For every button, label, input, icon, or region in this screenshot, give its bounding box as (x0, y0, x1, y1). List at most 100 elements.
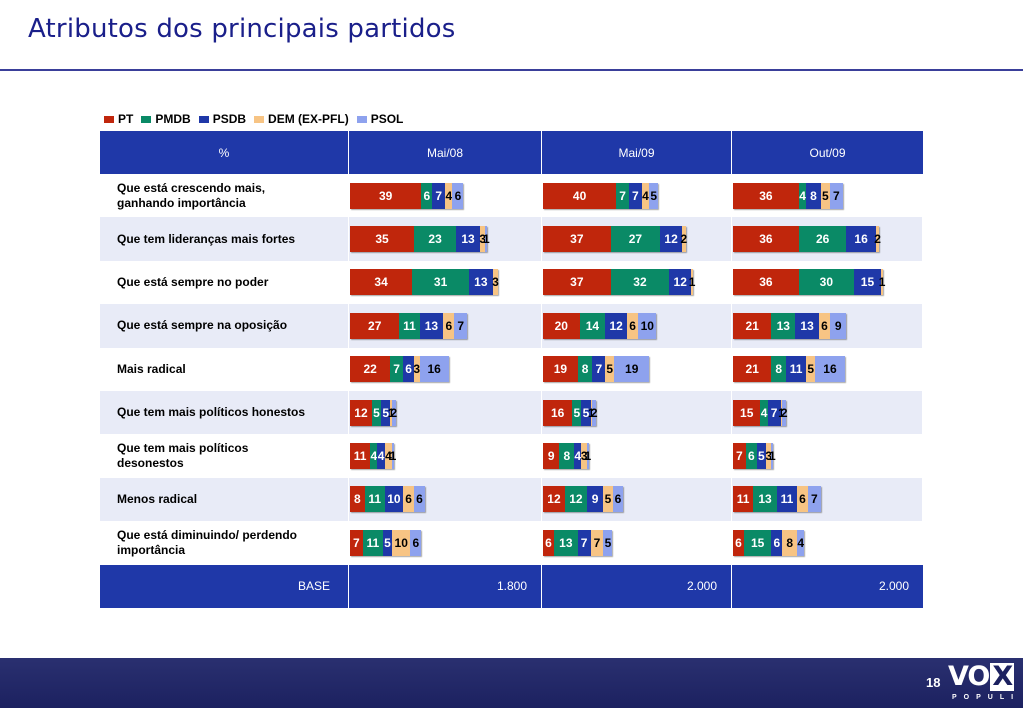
bar-segment-pt: 40 (543, 182, 617, 209)
bar-segment-pt: 35 (350, 226, 415, 253)
bar-segment-psdb: 13 (468, 269, 493, 296)
row-label: Que tem mais políticos desonestos (100, 434, 349, 478)
bar-segment-pt: 9 (543, 443, 560, 470)
period-cell: 34 31 13 3 (349, 260, 542, 305)
bar-segment-pmdb: 12 (564, 486, 587, 513)
period-cell: 35 23 13 3 1 (349, 217, 542, 261)
legend-swatch (356, 115, 367, 123)
bar-segment-psol: 10 (638, 312, 657, 339)
title-divider (0, 69, 1023, 71)
bar-segment-dem: 6 (443, 312, 455, 339)
period-cell: 22 7 6 3 16 (349, 347, 542, 391)
row-label: Que está sempre na oposição (100, 304, 349, 348)
bar-segment-pt: 22 (350, 356, 391, 383)
bar-segment-psdb: 15 (853, 269, 882, 296)
legend-label: DEM (EX-PFL) (268, 112, 349, 126)
bar-segment-dem: 5 (820, 182, 830, 209)
stacked-bar: 7 11 5 10 6 (350, 529, 422, 556)
bar-segment-psdb: 5 (381, 399, 391, 426)
bar-segment-psol: 6 (452, 182, 464, 209)
period-cell: 7 11 5 10 6 (349, 521, 542, 565)
bar-segment-pmdb: 5 (572, 399, 582, 426)
bar-segment-dem: 10 (392, 529, 411, 556)
stacked-bar: 21 8 11 5 16 (733, 356, 845, 383)
bar-segment-psol: 16 (815, 356, 845, 383)
bar-segment-dem: 6 (627, 312, 639, 339)
bar-segment-psol: 2 (391, 399, 397, 426)
bar-segment-dem: 1 (388, 399, 395, 426)
period-cell: 19 8 7 5 19 (542, 347, 732, 391)
bar-segment-psol: 9 (829, 312, 847, 339)
stacked-bar: 40 7 7 4 5 (543, 182, 659, 209)
period-header: Mai/09 (542, 131, 732, 174)
bar-segment-dem: 6 (403, 486, 415, 513)
bar-segment-pmdb: 4 (370, 443, 378, 470)
bar-segment-pmdb: 8 (559, 443, 575, 470)
period-cell: 36 26 16 2 (732, 217, 923, 261)
stacked-bar: 20 14 12 6 10 (543, 312, 657, 339)
bar-segment-dem: 3 (479, 226, 486, 253)
bar-segment-psdb: 7 (592, 356, 606, 383)
header-label: % (100, 131, 349, 174)
bar-segment-pt: 36 (733, 182, 799, 209)
bar-segment-dem: 3 (581, 443, 588, 470)
bar-segment-dem: 2 (681, 226, 687, 253)
period-cell: 11 13 11 6 7 (732, 477, 923, 522)
period-cell: 39 6 7 4 6 (349, 174, 542, 218)
stacked-bar: 125512 (350, 399, 397, 426)
bar-segment-psdb: 10 (384, 486, 404, 513)
row-label: Que tem mais políticos honestos (100, 390, 349, 435)
bar-segment-pmdb: 15 (743, 529, 772, 556)
bar-segment-dem: 4 (445, 182, 453, 209)
header-row: % Mai/08 Mai/09 Out/09 (100, 131, 923, 174)
legend-item: PSOL (356, 112, 404, 126)
bar-segment-pt: 16 (543, 399, 573, 426)
bar-segment-psdb: 8 (806, 182, 821, 209)
stacked-bar: 8 11 10 6 6 (350, 486, 425, 513)
stacked-bar: 36 30 15 1 (733, 269, 885, 296)
bar-segment-pmdb: 31 (412, 269, 469, 296)
bar-segment-pmdb: 30 (798, 269, 854, 296)
period-cell: 36 30 15 1 (732, 260, 923, 305)
bar-segment-pt: 37 (543, 226, 611, 253)
period-cell: 11 4 4 4 1 (349, 434, 542, 478)
period-cell: 21 13 13 6 9 (732, 304, 923, 348)
bar-segment-psdb: 5 (581, 399, 591, 426)
legend-item: DEM (EX-PFL) (254, 112, 349, 126)
page-number: 18 (926, 675, 941, 690)
bar-segment-psdb: 7 (577, 529, 591, 556)
stacked-bar: 6 13 7 7 5 (543, 529, 613, 556)
stacked-bar: 39 6 7 4 6 (350, 182, 464, 209)
row-label: Que está crescendo mais, ganhando import… (100, 174, 349, 218)
bar-segment-pmdb: 8 (577, 356, 593, 383)
chart-row: Que está diminuindo/ perdendo importânci… (100, 521, 923, 565)
bar-segment-psol: 5 (603, 529, 613, 556)
bar-segment-psdb: 6 (403, 356, 415, 383)
bar-segment-pt: 11 (733, 486, 754, 513)
period-cell: 27 11 13 6 7 (349, 304, 542, 348)
bar-segment-psdb: 7 (767, 399, 781, 426)
bar-segment-pmdb: 13 (553, 529, 578, 556)
row-label: Que está sempre no poder (100, 260, 349, 305)
bar-segment-dem: 6 (818, 312, 830, 339)
bar-segment-psol: 6 (410, 529, 422, 556)
stacked-bar: 19 8 7 5 19 (543, 356, 650, 383)
stacked-bar: 11 13 11 6 7 (733, 486, 821, 513)
bar-segment-pmdb: 11 (362, 529, 383, 556)
period-header: Mai/08 (349, 131, 542, 174)
bar-segment-dem: 3 (765, 443, 772, 470)
bar-segment-psol: 16 (419, 356, 449, 383)
bar-segment-psdb: 16 (846, 226, 876, 253)
bar-segment-pt: 36 (733, 226, 799, 253)
stacked-bar-chart-table: % Mai/08 Mai/09 Out/09 Que está crescend… (100, 131, 923, 608)
bar-segment-pt: 39 (350, 182, 422, 209)
stacked-bar: 21 13 13 6 9 (733, 312, 847, 339)
chart-row: Menos radical 8 11 10 6 6 12 12 9 5 6 11 13 11 6 7 (100, 477, 923, 522)
chart-row: Que tem mais políticos honestos125512165… (100, 390, 923, 435)
legend-label: PSOL (370, 112, 404, 126)
bar-segment-pmdb: 14 (579, 312, 606, 339)
bar-segment-psol: 7 (454, 312, 468, 339)
